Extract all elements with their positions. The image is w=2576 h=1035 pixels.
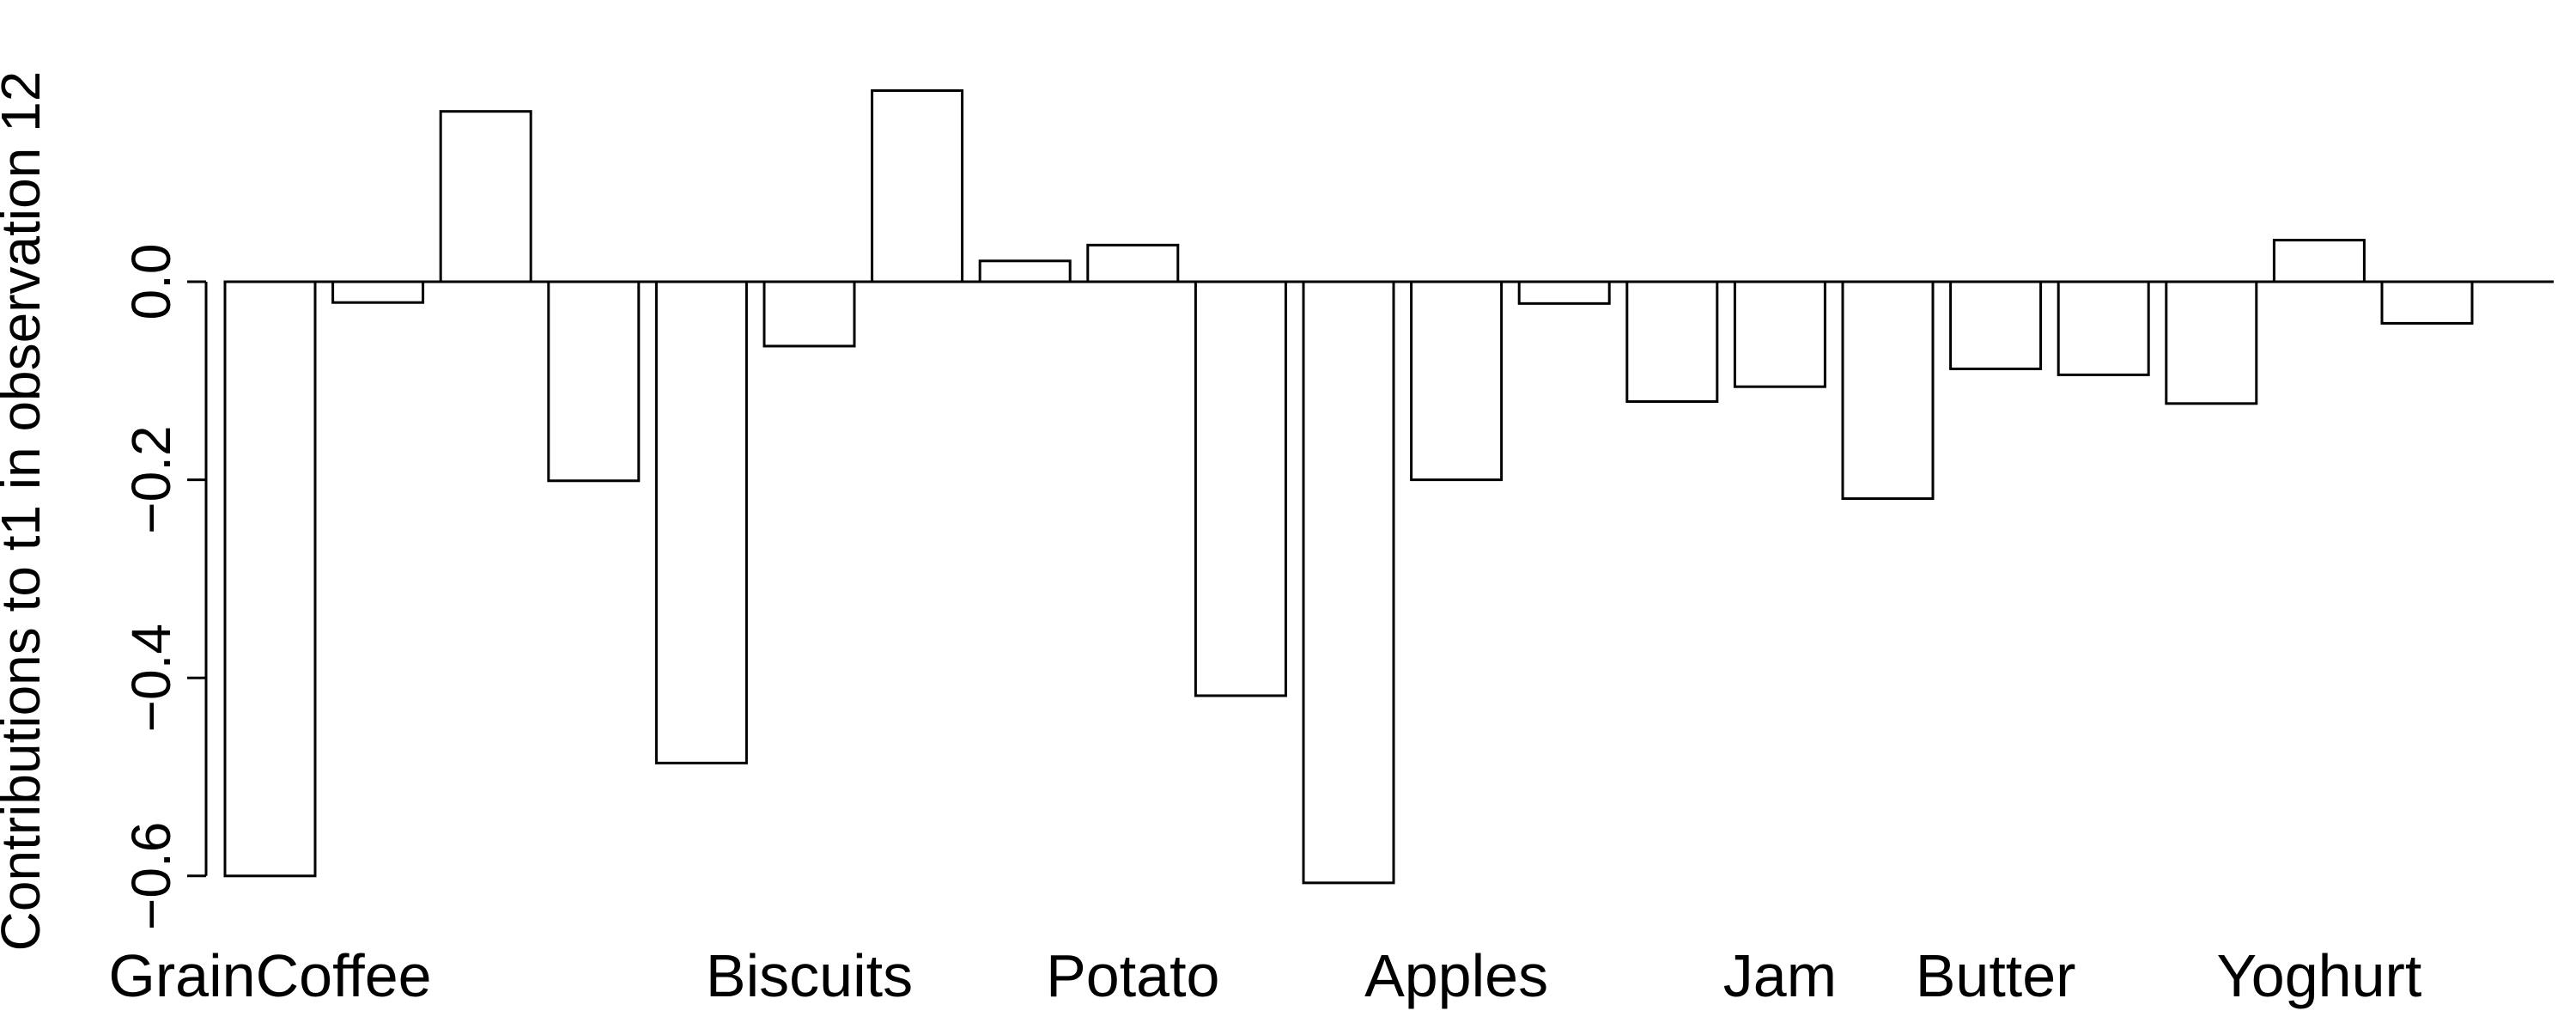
bar-15	[1841, 280, 1935, 501]
bar-10	[1302, 280, 1395, 885]
category-label: Biscuits	[706, 942, 913, 1009]
bar-2	[439, 110, 532, 283]
y-tick-label: −0.2	[120, 425, 182, 533]
category-label: Butter	[1916, 942, 2076, 1009]
category-label: Yoghurt	[2217, 942, 2422, 1009]
y-axis: −0.6 −0.4 −0.2 0.0	[120, 244, 208, 930]
bar-0	[223, 280, 317, 878]
bar-14	[1733, 280, 1826, 388]
bar-18	[2165, 280, 2258, 405]
y-tick-label: −0.6	[120, 822, 182, 930]
category-label: Apples	[1364, 942, 1548, 1009]
bar-8	[1086, 243, 1180, 283]
bar-5	[762, 280, 856, 348]
bar-1	[331, 280, 425, 304]
bar-6	[871, 88, 964, 283]
bar-11	[1410, 280, 1504, 482]
y-tick-label: −0.4	[120, 624, 182, 732]
bar-20	[2380, 280, 2474, 325]
y-axis-title: Contributions to t1 in observation 12	[0, 71, 52, 952]
bar-3	[547, 280, 641, 483]
bar-16	[1949, 280, 2043, 370]
bar-17	[2057, 280, 2150, 376]
bar-4	[654, 280, 748, 764]
bar-13	[1625, 280, 1719, 404]
bar-19	[2272, 239, 2366, 283]
category-label: Jam	[1723, 942, 1837, 1009]
bar-12	[1517, 280, 1611, 305]
category-labels: GrainCoffee Biscuits Potato Apples Jam Butter…	[108, 942, 2421, 1009]
category-label: Potato	[1046, 942, 1219, 1009]
y-tick-label: 0.0	[120, 244, 182, 320]
bar-9	[1194, 280, 1287, 697]
category-label: GrainCoffee	[108, 942, 431, 1009]
bar-7	[978, 259, 1072, 283]
bars-layer	[223, 88, 2554, 885]
